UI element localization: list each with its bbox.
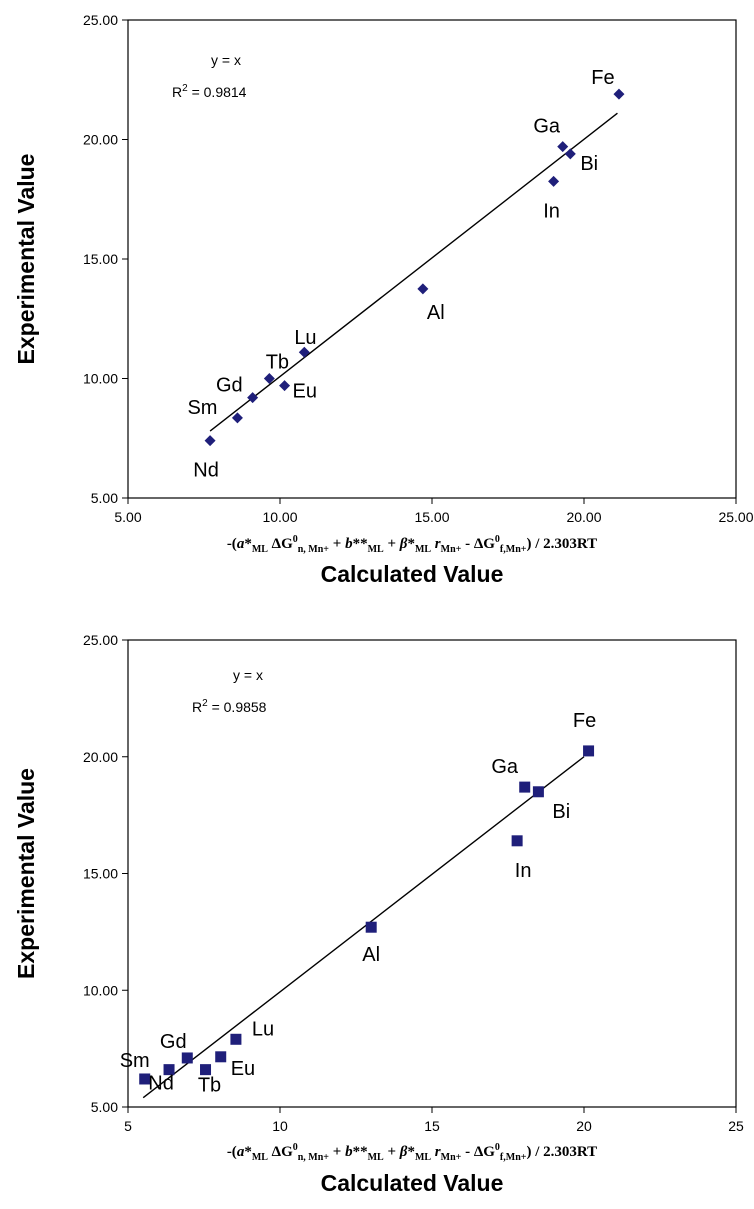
point-label-tb: Tb (198, 1075, 221, 1097)
r-squared-value: = 0.9814 (188, 84, 247, 100)
point-label-nd: Nd (193, 460, 219, 482)
y-tick-label: 5.00 (91, 490, 118, 506)
scatter-chart-calculated-vs-experimental-1: 5.00 10.00 15.00 20.00 25.00 5.00 10.00 15.00 20… (13, 12, 754, 587)
x-tick-label: 25.00 (718, 509, 753, 525)
y-tick-label: 20.00 (83, 132, 118, 148)
y-tick-label: 10.00 (83, 982, 118, 998)
data-point-nd (163, 1064, 175, 1076)
r-squared-label: R2 = 0.9858 (192, 698, 267, 715)
r-squared-value: = 0.9858 (208, 699, 267, 715)
y-tick-label: 15.00 (83, 866, 118, 882)
data-point-eu (279, 380, 291, 392)
point-label-eu: Eu (293, 381, 317, 403)
y-tick-label: 5.00 (91, 1099, 118, 1115)
point-label-ga: Ga (533, 116, 561, 138)
x-axis-formula: -(a*ML ΔG0n, Mn+ + b**ML + β*ML rMn+ - Δ… (227, 1142, 597, 1163)
y-tick-label: 15.00 (83, 251, 118, 267)
point-label-eu: Eu (231, 1058, 255, 1080)
x-tick-label: 20 (576, 1118, 592, 1134)
data-point-nd (204, 435, 216, 447)
point-label-bi: Bi (552, 801, 570, 823)
point-label-gd: Gd (160, 1031, 187, 1053)
data-point-bi (532, 786, 544, 798)
r-squared-prefix: R (172, 84, 182, 100)
x-tick-label: 10 (272, 1118, 288, 1134)
chart-panel-top: 5.00 10.00 15.00 20.00 25.00 5.00 10.00 15.00 20… (0, 0, 754, 604)
point-label-tb: Tb (266, 352, 289, 374)
y-tick-label: 25.00 (83, 12, 118, 28)
x-tick-label: 15 (424, 1118, 440, 1134)
x-tick-label: 10.00 (262, 509, 297, 525)
x-tick-label: 5 (124, 1118, 132, 1134)
data-point-ga (557, 141, 569, 153)
point-label-lu: Lu (252, 1018, 274, 1040)
data-point-in (511, 835, 523, 847)
trend-line (142, 756, 585, 1099)
data-point-al (417, 283, 429, 295)
point-label-in: In (543, 200, 560, 222)
y-axis-title: Experimental Value (13, 154, 39, 365)
x-tick-label: 25 (728, 1118, 744, 1134)
point-label-al: Al (362, 944, 380, 966)
point-label-gd: Gd (216, 375, 243, 397)
x-axis-title: Calculated Value (321, 1170, 504, 1196)
point-label-sm: Sm (187, 397, 217, 419)
data-point-tb (200, 1064, 212, 1076)
plot-area (127, 19, 737, 499)
y-tick-label: 10.00 (83, 371, 118, 387)
point-label-fe: Fe (591, 67, 614, 89)
point-label-nd: Nd (148, 1073, 174, 1095)
trendline-equation: y = x (233, 667, 263, 683)
data-point-bi (564, 148, 576, 160)
point-label-lu: Lu (294, 327, 316, 349)
trendline-equation: y = x (211, 52, 241, 68)
point-label-ga: Ga (491, 756, 519, 778)
point-label-sm: Sm (120, 1050, 150, 1072)
x-tick-label: 5.00 (114, 509, 141, 525)
data-point-eu (215, 1051, 227, 1063)
point-label-fe: Fe (573, 710, 596, 732)
trend-line (209, 112, 618, 432)
r-squared-exponent: 2 (202, 698, 208, 709)
point-label-in: In (515, 860, 532, 882)
x-tick-label: 20.00 (566, 509, 601, 525)
data-point-fe (583, 745, 595, 757)
point-label-al: Al (427, 302, 445, 324)
r-squared-label: R2 = 0.9814 (172, 83, 247, 100)
x-tick-label: 15.00 (414, 509, 449, 525)
chart-panel-bottom: 5 10 15 20 25 5.00 10.00 15.00 20.00 25.00 Sm Nd Gd T… (0, 604, 754, 1209)
y-axis-title: Experimental Value (13, 768, 39, 979)
x-axis-title: Calculated Value (321, 561, 504, 587)
point-label-bi: Bi (580, 153, 598, 175)
data-point-fe (613, 88, 625, 100)
x-axis-formula: -(a*ML ΔG0n, Mn+ + b**ML + β*ML rMn+ - Δ… (227, 534, 597, 555)
y-tick-label: 25.00 (83, 632, 118, 648)
data-point-gd (181, 1052, 193, 1064)
data-point-tb (263, 373, 275, 384)
r-squared-exponent: 2 (182, 83, 188, 94)
data-point-in (548, 175, 560, 187)
data-point-gd (247, 392, 259, 404)
data-point-sm (139, 1073, 151, 1085)
y-tick-label: 20.00 (83, 749, 118, 765)
r-squared-prefix: R (192, 699, 202, 715)
data-point-lu (230, 1033, 242, 1045)
data-point-ga (519, 781, 531, 793)
data-point-al (365, 921, 377, 933)
data-point-sm (231, 412, 243, 424)
data-point-lu (298, 346, 310, 358)
